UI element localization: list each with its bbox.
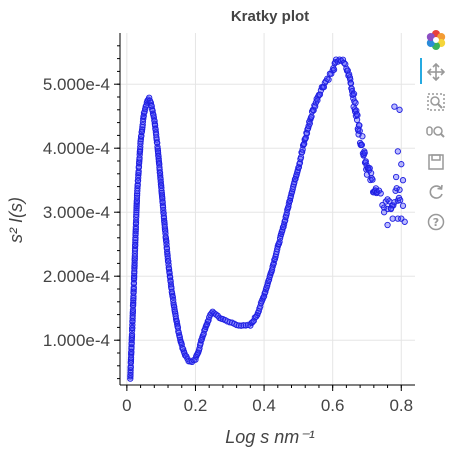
data-point (130, 274, 138, 282)
data-point (132, 223, 140, 231)
wheel-zoom-icon[interactable] (424, 120, 448, 144)
y-tick-label: 4.000e-4 (43, 139, 110, 158)
data-point (330, 66, 338, 73)
y-tick-label: 3.000e-4 (43, 203, 110, 222)
help-icon[interactable]: ? (424, 210, 448, 234)
data-points (127, 56, 408, 382)
data-point (396, 196, 404, 204)
data-point (380, 204, 388, 211)
bokeh-logo-icon[interactable] (424, 28, 448, 52)
x-tick-label: 0.4 (252, 396, 276, 415)
data-point (361, 149, 368, 157)
data-point (384, 221, 391, 229)
data-point (380, 209, 388, 216)
x-tick-label: 0.6 (321, 396, 345, 415)
data-point (359, 133, 366, 140)
chart-toolbar: ? (420, 28, 450, 268)
data-point (389, 215, 396, 222)
data-point (399, 177, 407, 184)
active-tool-indicator (420, 58, 422, 84)
data-point (160, 213, 167, 220)
box-zoom-icon[interactable] (424, 90, 448, 114)
x-tick-label: 0.2 (184, 396, 208, 415)
data-point (356, 122, 363, 129)
x-tick-label: 0.8 (389, 396, 413, 415)
data-point (133, 192, 141, 199)
data-point (394, 148, 401, 155)
y-tick-label: 5.000e-4 (43, 75, 110, 94)
data-point (354, 112, 361, 119)
data-point (325, 76, 332, 83)
reset-icon[interactable] (424, 180, 448, 204)
data-point (398, 161, 405, 168)
data-point (356, 127, 363, 135)
y-tick-label: 1.000e-4 (43, 331, 110, 350)
data-point (401, 218, 408, 225)
data-point (377, 190, 384, 197)
data-point (396, 186, 403, 193)
x-tick-label: 0 (122, 396, 131, 415)
data-point (391, 199, 398, 206)
data-point (396, 106, 403, 113)
data-point (369, 176, 376, 183)
save-icon[interactable] (424, 150, 448, 174)
data-point (137, 138, 144, 145)
data-point (367, 169, 375, 177)
data-point (129, 301, 137, 308)
svg-text:?: ? (433, 216, 439, 229)
data-point (161, 219, 168, 226)
x-axis-label: Log s nm⁻¹ (225, 427, 315, 447)
data-point (387, 205, 395, 213)
data-point (352, 99, 359, 107)
y-axis-label: s² I(s) (6, 197, 26, 243)
data-point (353, 116, 361, 124)
data-point (131, 270, 138, 277)
data-point (384, 196, 391, 203)
data-point (358, 141, 365, 149)
y-tick-label: 2.000e-4 (43, 267, 110, 286)
axes: 0 0.2 0.4 0.6 0.8 1.000e-4 2.000e-4 3.000e-4 4.0… (43, 33, 415, 415)
data-point (350, 90, 358, 98)
data-point (391, 103, 398, 110)
data-point (392, 173, 400, 181)
chart-title: Kratky plot (231, 8, 309, 25)
data-point (399, 202, 407, 209)
pan-icon[interactable] (424, 60, 448, 84)
